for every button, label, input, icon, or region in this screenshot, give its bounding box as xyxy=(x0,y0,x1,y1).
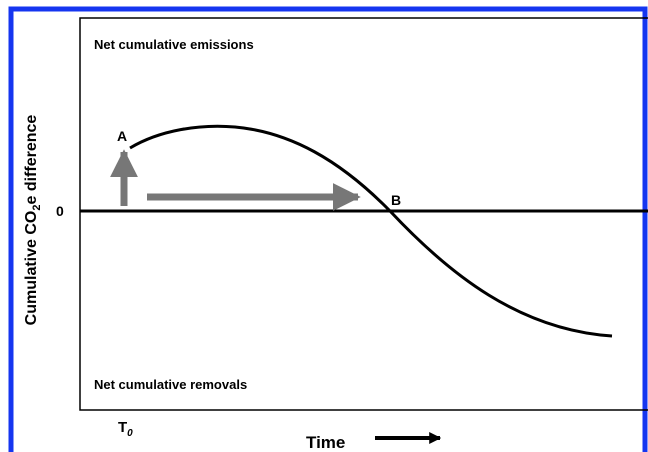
y-label-subscript: 2 xyxy=(31,205,43,211)
origin-label: T0 xyxy=(118,419,133,439)
origin-main: T xyxy=(118,419,127,436)
curve xyxy=(129,124,613,338)
y-label-rest: e difference xyxy=(23,115,40,205)
point-a: A xyxy=(117,128,127,144)
zero-label: 0 xyxy=(56,203,64,219)
origin-subscript: 0 xyxy=(127,428,133,439)
plot-box xyxy=(79,17,648,411)
top-region: Net cumulative emissions xyxy=(94,37,254,52)
frame xyxy=(8,6,648,452)
y-label-main: Cumulative CO xyxy=(23,211,40,326)
bottom-region: Net cumulative removals xyxy=(94,377,247,392)
x-axis-label: Time xyxy=(306,433,345,452)
point-b: B xyxy=(391,192,401,208)
y-axis-label: Cumulative CO2e difference xyxy=(23,115,43,326)
